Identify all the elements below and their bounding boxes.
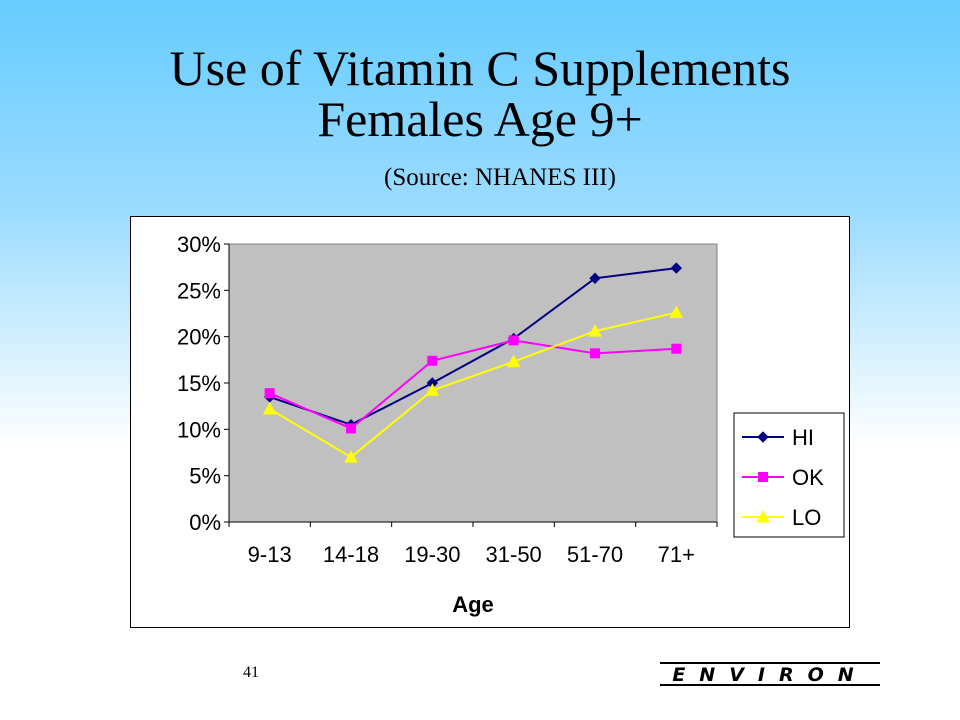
plot-area <box>228 243 718 523</box>
source-note: (Source: NHANES III) <box>384 164 616 191</box>
series-line-hi <box>269 267 677 426</box>
x-tick-label: 31-50 <box>486 542 542 567</box>
y-tick-label: 30% <box>177 232 221 257</box>
legend-marker-hi <box>757 431 769 443</box>
data-point-ok <box>264 388 275 399</box>
x-tick-label: 19-30 <box>404 542 460 567</box>
series-line-ok <box>269 339 677 430</box>
data-point-ok <box>508 335 519 346</box>
data-point-lo <box>262 401 277 415</box>
y-tick-label: 10% <box>177 417 221 442</box>
y-tick-label: 5% <box>189 464 221 489</box>
legend-marker-lo <box>756 509 770 523</box>
x-tick-label: 9-13 <box>248 542 292 567</box>
x-axis-label: Age <box>452 592 494 617</box>
y-tick-label: 25% <box>177 278 221 303</box>
data-point-hi <box>589 272 601 284</box>
data-point-ok <box>590 348 600 359</box>
data-point-hi <box>670 262 683 274</box>
y-tick-label: 15% <box>177 371 221 396</box>
legend <box>733 412 845 538</box>
data-point-ok <box>427 355 438 366</box>
x-tick-label: 51-70 <box>567 542 623 567</box>
data-point-lo <box>344 450 358 463</box>
data-point-lo <box>669 305 684 319</box>
environ-logo: ENVIRON <box>660 662 880 686</box>
slide-subtitle: Females Age 9+ <box>317 91 643 147</box>
data-point-ok <box>346 423 356 434</box>
slide-number: 41 <box>243 664 259 681</box>
legend-label-lo: LO <box>792 505 821 530</box>
line-chart: 0% 5% 10% 15% 20% 25% 30% 9-13 14-18 19-30 31-50 51… <box>177 232 845 617</box>
x-tick-label: 71+ <box>658 542 695 567</box>
x-tick-label: 14-18 <box>323 542 379 567</box>
series-line-lo <box>269 311 677 459</box>
data-point-ok <box>671 343 682 354</box>
data-point-lo <box>588 324 602 337</box>
slide-title: Use of Vitamin C Supplements <box>169 40 791 96</box>
legend-label-hi: HI <box>792 425 814 450</box>
chart-area: 0% 5% 10% 15% 20% 25% 30% 9-13 14-18 19-30 31-50 51… <box>130 216 850 628</box>
y-tick-label: 0% <box>189 510 221 535</box>
data-point-lo <box>425 383 440 396</box>
legend-marker-ok <box>758 472 768 482</box>
y-tick-label: 20% <box>177 325 221 350</box>
data-point-lo <box>506 354 521 368</box>
svg-text:ENVIRON: ENVIRON <box>672 664 867 686</box>
legend-label-ok: OK <box>792 465 824 490</box>
